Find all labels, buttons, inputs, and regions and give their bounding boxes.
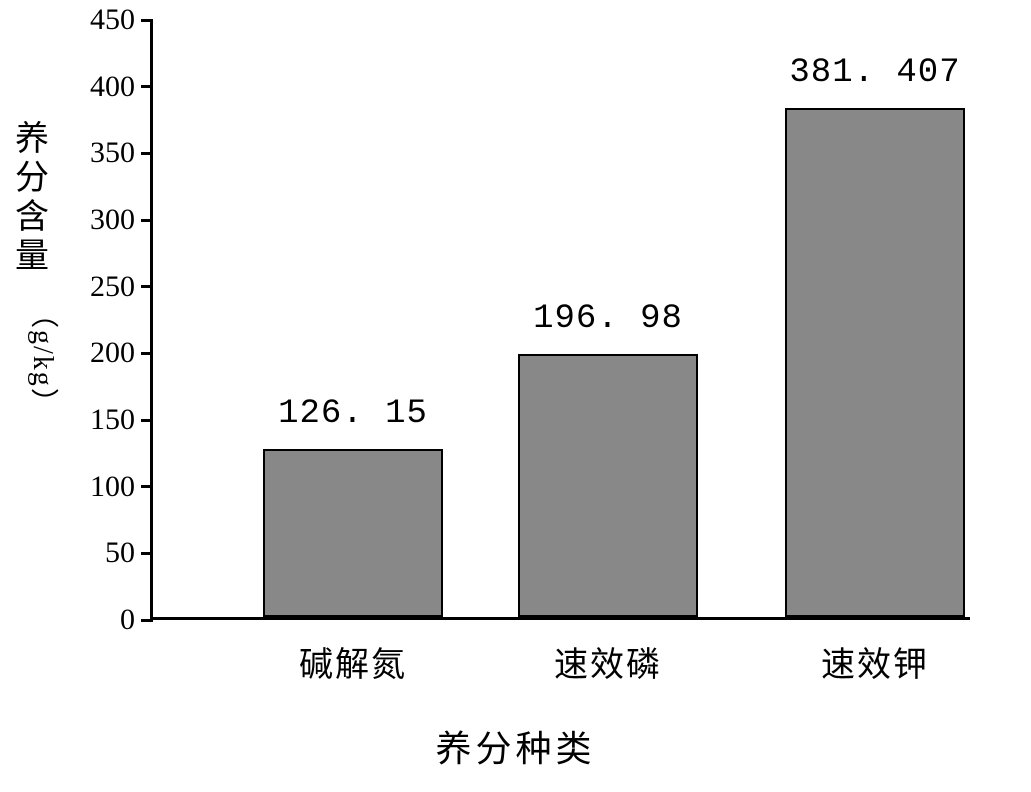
bar-value-label: 381. 407 [789, 54, 960, 92]
y-tick-label: 0 [120, 603, 153, 637]
bar [263, 449, 443, 617]
y-tick-label: 400 [90, 70, 153, 104]
y-tick-label: 150 [90, 403, 153, 437]
x-tick-label: 碱解氮 [299, 617, 407, 686]
y-axis-unit: （g/kg） [0, 300, 62, 418]
y-tick-label: 450 [90, 3, 153, 37]
bar-chart: 养 分 含 量 （g/kg） 0501001502002503003504004… [0, 0, 1031, 792]
y-tick-label: 50 [105, 536, 153, 570]
bar [518, 354, 698, 617]
y-tick-label: 300 [90, 203, 153, 237]
bar-value-label: 126. 15 [278, 395, 428, 433]
y-tick-label: 200 [90, 336, 153, 370]
bar-value-label: 196. 98 [533, 300, 683, 338]
x-tick-label: 速效钾 [821, 617, 929, 686]
y-tick-label: 100 [90, 470, 153, 504]
x-axis-title: 养分种类 [435, 720, 595, 772]
x-tick-label: 速效磷 [554, 617, 662, 686]
bar [785, 108, 965, 617]
y-tick-label: 250 [90, 270, 153, 304]
y-tick-label: 350 [90, 136, 153, 170]
y-axis-label: 养 分 含 量 [12, 120, 52, 276]
plot-area: 050100150200250300350400450126. 15碱解氮196… [150, 20, 970, 620]
